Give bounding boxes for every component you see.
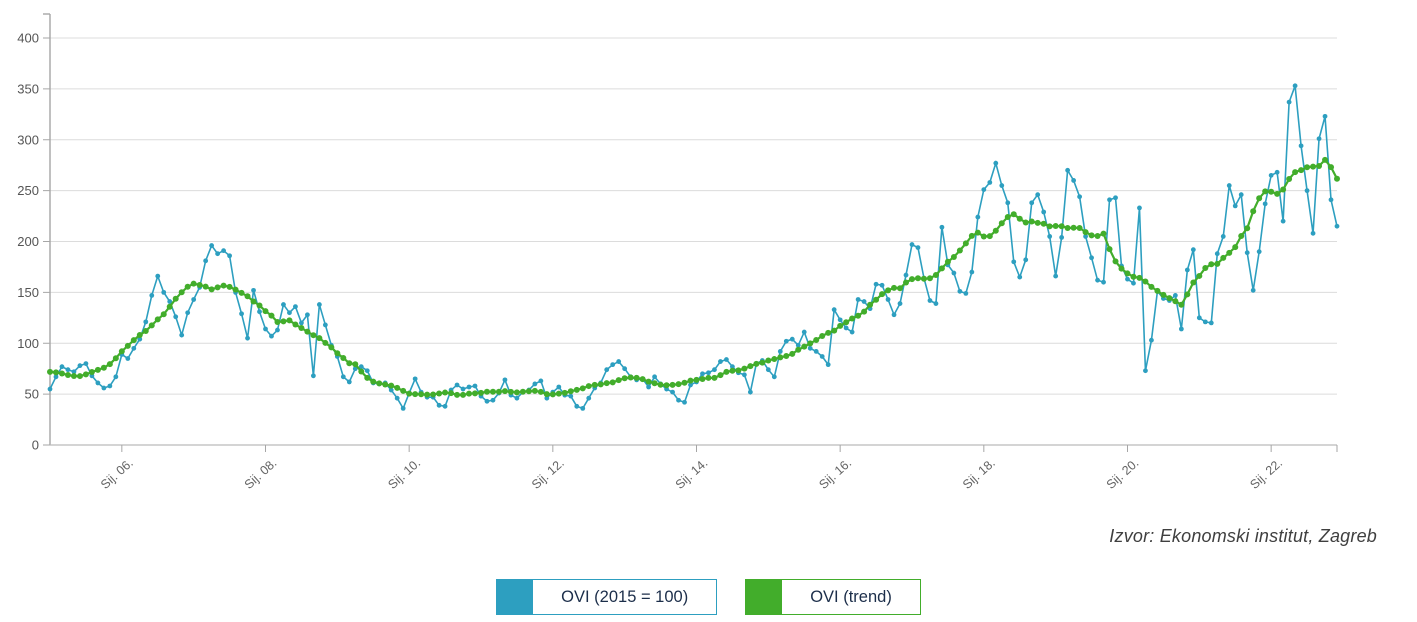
y-tick-label: 0	[32, 438, 39, 453]
ovi-chart-area: 0 50 100 150 200 250 300 350 400 Sij. 06. Sij. 08.…	[17, 13, 1340, 492]
y-tick-label: 100	[17, 336, 39, 351]
x-axis-labels: Sij. 06. Sij. 08. Sij. 10. Sij. 12. Sij. 14.…	[98, 445, 1338, 492]
y-tick-label: 50	[25, 387, 39, 402]
x-tick-label: Sij. 14.	[673, 456, 711, 492]
ovi-trend-line	[49, 158, 1338, 397]
gridlines	[43, 37, 1337, 446]
legend-swatch-ovi-trend	[746, 580, 783, 614]
y-tick-label: 250	[17, 183, 39, 198]
x-tick-label: Sij. 20.	[1104, 456, 1142, 492]
ovi-trend-points	[47, 156, 1340, 398]
x-tick-label: Sij. 08.	[242, 456, 280, 492]
x-tick-label: Sij. 16.	[816, 456, 854, 492]
legend-item-ovi[interactable]: OVI (2015 = 100)	[496, 579, 718, 615]
ovi-series-line	[49, 85, 1338, 411]
ovi-trend-series	[47, 156, 1340, 398]
y-tick-label: 300	[17, 132, 39, 147]
ovi-series	[47, 83, 1340, 411]
y-tick-label: 200	[17, 234, 39, 249]
x-tick-label: Sij. 10.	[385, 456, 423, 492]
source-note: Izvor: Ekonomski institut, Zagreb	[1109, 526, 1377, 546]
legend-item-ovi-trend[interactable]: OVI (trend)	[745, 579, 921, 615]
legend-swatch-ovi	[497, 580, 534, 614]
y-tick-label: 150	[17, 285, 39, 300]
x-tick-label: Sij. 18.	[960, 456, 998, 492]
chart-legend: OVI (2015 = 100) OVI (trend)	[0, 579, 1417, 615]
legend-label-ovi-trend: OVI (trend)	[810, 587, 892, 606]
x-tick-label: Sij. 06.	[98, 456, 136, 492]
x-tick-label: Sij. 22.	[1247, 456, 1285, 492]
ovi-chart: 0 50 100 150 200 250 300 350 400 Sij. 06. Sij. 08.…	[17, 13, 1340, 492]
y-tick-label: 350	[17, 81, 39, 96]
legend-label-ovi: OVI (2015 = 100)	[561, 587, 689, 606]
x-tick-label: Sij. 12.	[529, 456, 567, 492]
y-tick-label: 400	[17, 31, 39, 46]
y-axis-labels: 0 50 100 150 200 250 300 350 400	[17, 31, 39, 453]
